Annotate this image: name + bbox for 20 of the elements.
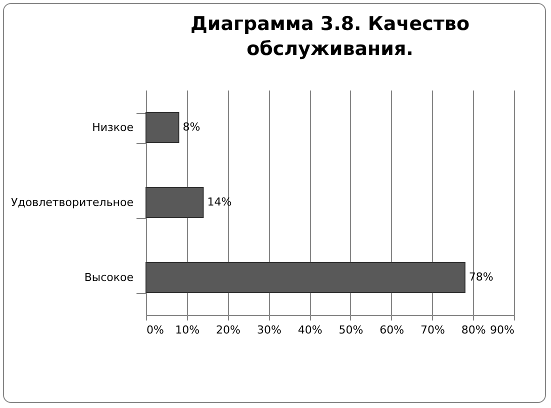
y-tick-label: Высокое [84,271,134,284]
x-tick-label: 0% [146,324,164,336]
bar [146,262,466,293]
x-tick-label: 40% [298,324,322,336]
chart-title: Диаграмма 3.8. Качество обслуживания. [190,13,470,60]
bar [146,187,204,218]
x-tick-label: 90% [490,324,514,336]
data-label: 78% [468,270,494,284]
x-tick-label: 20% [216,324,241,336]
data-label: 8% [182,120,200,134]
data-label: 14% [207,196,232,208]
x-tick-label: 60% [380,324,404,336]
bar [146,112,180,143]
x-tick-label: 80% [461,324,486,336]
x-tick-label: 30% [256,324,282,336]
x-tick-label: 70% [420,324,445,336]
x-tick-label: 50% [338,324,364,336]
x-tick-label: 10% [175,324,200,336]
y-tick-label: Низкое [92,121,134,134]
y-tick-label: Удовлетворительное [11,196,134,209]
